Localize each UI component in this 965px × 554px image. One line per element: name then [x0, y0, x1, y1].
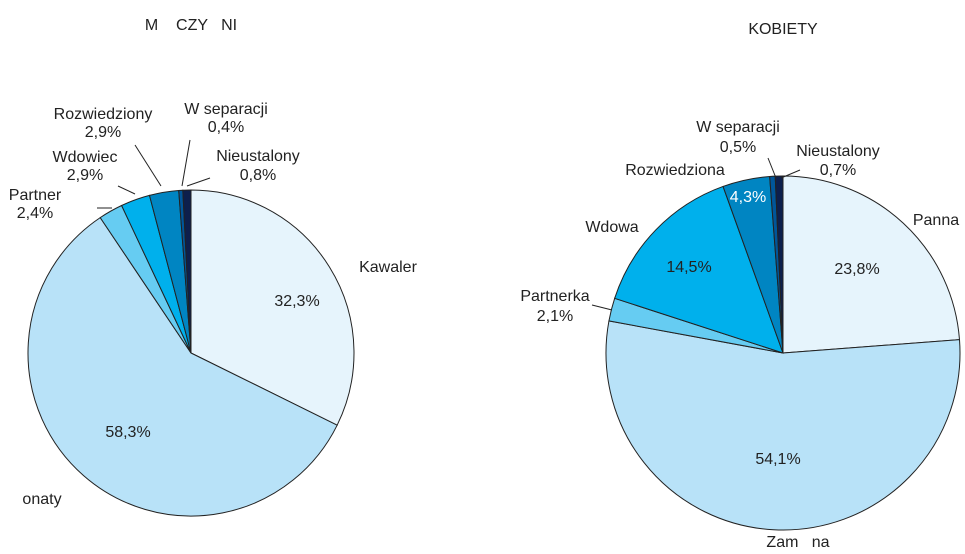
pie-slice	[782, 175, 961, 354]
value-label: 32,3%	[274, 293, 319, 310]
value-label: 0,7%	[820, 162, 856, 179]
value-label: 0,5%	[720, 139, 756, 156]
pie-slice	[614, 185, 784, 354]
leader-line	[186, 177, 211, 187]
value-label: 2,9%	[85, 124, 121, 141]
slice-label: Nieustalony	[796, 143, 880, 160]
chart-title: M CZY NI	[145, 17, 237, 34]
pie-slice	[27, 216, 338, 517]
slice-label: Partner	[9, 187, 62, 204]
value-label: 4,3%	[730, 189, 766, 206]
slice-label: Wdowa	[585, 219, 638, 236]
value-label: 0,4%	[208, 119, 244, 136]
leader-line	[181, 139, 191, 187]
slice-label: Zam na	[766, 534, 829, 551]
slice-label: W separacji	[184, 101, 268, 118]
leader-line	[117, 185, 136, 195]
slice-label: Partnerka	[520, 288, 589, 305]
value-label: 2,9%	[67, 167, 103, 184]
leader-line	[780, 169, 801, 179]
pie-slice	[182, 189, 192, 354]
value-label: 2,4%	[17, 205, 53, 222]
slice-label: Nieustalony	[216, 148, 300, 165]
value-label: 0,8%	[240, 167, 276, 184]
leader-line	[767, 157, 777, 179]
pie-slice	[605, 320, 961, 531]
pie-slice	[190, 189, 355, 426]
value-label: 2,1%	[537, 308, 573, 325]
value-label: 58,3%	[105, 424, 150, 441]
slice-label: Rozwiedziona	[625, 162, 725, 179]
leader-line	[591, 304, 613, 311]
slice-label: Panna	[913, 212, 959, 229]
slice-label: onaty	[22, 491, 61, 508]
chart-title: KOBIETY	[748, 21, 818, 38]
slice-label: Kawaler	[359, 259, 417, 276]
slice-label: Wdowiec	[53, 149, 118, 166]
leader-line	[134, 144, 162, 187]
slice-label: Rozwiedziony	[54, 106, 153, 123]
value-label: 14,5%	[666, 259, 711, 276]
value-label: 23,8%	[834, 261, 879, 278]
slice-label: W separacji	[696, 119, 780, 136]
value-label: 54,1%	[755, 451, 800, 468]
